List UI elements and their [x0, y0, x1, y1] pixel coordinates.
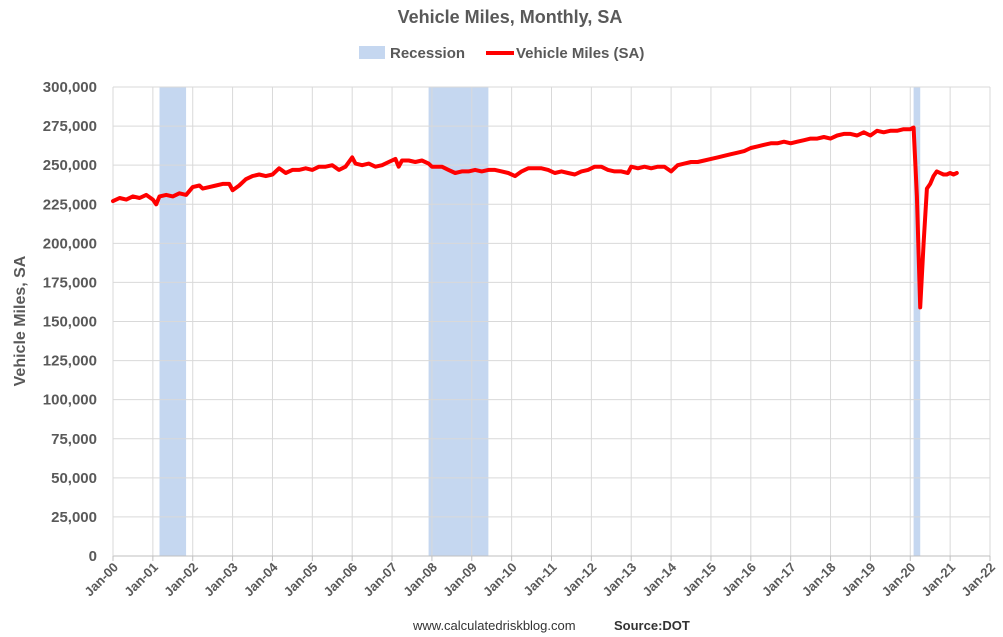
footer-site: www.calculatedriskblog.com [412, 618, 576, 633]
y-tick-label: 275,000 [43, 118, 97, 135]
x-tick-label: Jan-08 [400, 560, 440, 600]
series-line-vehicle-miles [111, 125, 959, 310]
x-tick-label: Jan-19 [839, 560, 879, 600]
x-tick-label: Jan-01 [121, 560, 161, 600]
x-tick-label: Jan-12 [560, 560, 600, 600]
footer-source: Source:DOT [614, 618, 690, 633]
x-tick-label: Jan-22 [958, 560, 998, 600]
y-tick-label: 100,000 [43, 392, 97, 409]
x-tick-label: Jan-13 [600, 560, 640, 600]
x-tick-label: Jan-02 [161, 560, 201, 600]
x-tick-label: Jan-16 [719, 560, 759, 600]
y-axis-label: Vehicle Miles, SA [12, 255, 29, 386]
y-tick-label: 200,000 [43, 235, 97, 252]
x-tick-label: Jan-18 [799, 560, 839, 600]
legend: Recession Vehicle Miles (SA) [359, 45, 644, 62]
x-tick-label: Jan-07 [360, 560, 400, 600]
x-tick-label: Jan-05 [281, 560, 321, 600]
x-tick-label: Jan-00 [81, 560, 121, 600]
legend-swatch-recession [359, 46, 385, 59]
x-tick-label: Jan-14 [639, 559, 679, 599]
y-tick-label: 150,000 [43, 314, 97, 331]
y-tick-label: 250,000 [43, 157, 97, 174]
y-tick-label: 300,000 [43, 79, 97, 96]
y-tick-label: 175,000 [43, 274, 97, 291]
x-tick-label: Jan-10 [480, 560, 520, 600]
y-tick-label: 125,000 [43, 353, 97, 370]
x-tick-label: Jan-03 [201, 560, 241, 600]
y-tick-label: 225,000 [43, 196, 97, 213]
x-tick-label: Jan-15 [679, 560, 719, 600]
legend-label-recession: Recession [390, 45, 465, 62]
y-tick-label: 25,000 [51, 509, 97, 526]
chart-title: Vehicle Miles, Monthly, SA [398, 7, 623, 27]
x-tick-label: Jan-20 [879, 560, 919, 600]
legend-label-vehicle-miles: Vehicle Miles (SA) [516, 45, 644, 62]
y-tick-label: 50,000 [51, 470, 97, 487]
x-tick-label: Jan-17 [759, 560, 799, 600]
x-tick-label: Jan-09 [440, 560, 480, 600]
grid [113, 86, 991, 556]
x-tick-label: Jan-04 [241, 559, 281, 599]
x-tick-label: Jan-06 [321, 560, 361, 600]
x-tick-label: Jan-21 [919, 560, 959, 600]
y-tick-label: 0 [89, 548, 97, 565]
series-layer [111, 125, 959, 310]
y-tick-label: 75,000 [51, 431, 97, 448]
x-tick-label: Jan-11 [520, 560, 559, 599]
